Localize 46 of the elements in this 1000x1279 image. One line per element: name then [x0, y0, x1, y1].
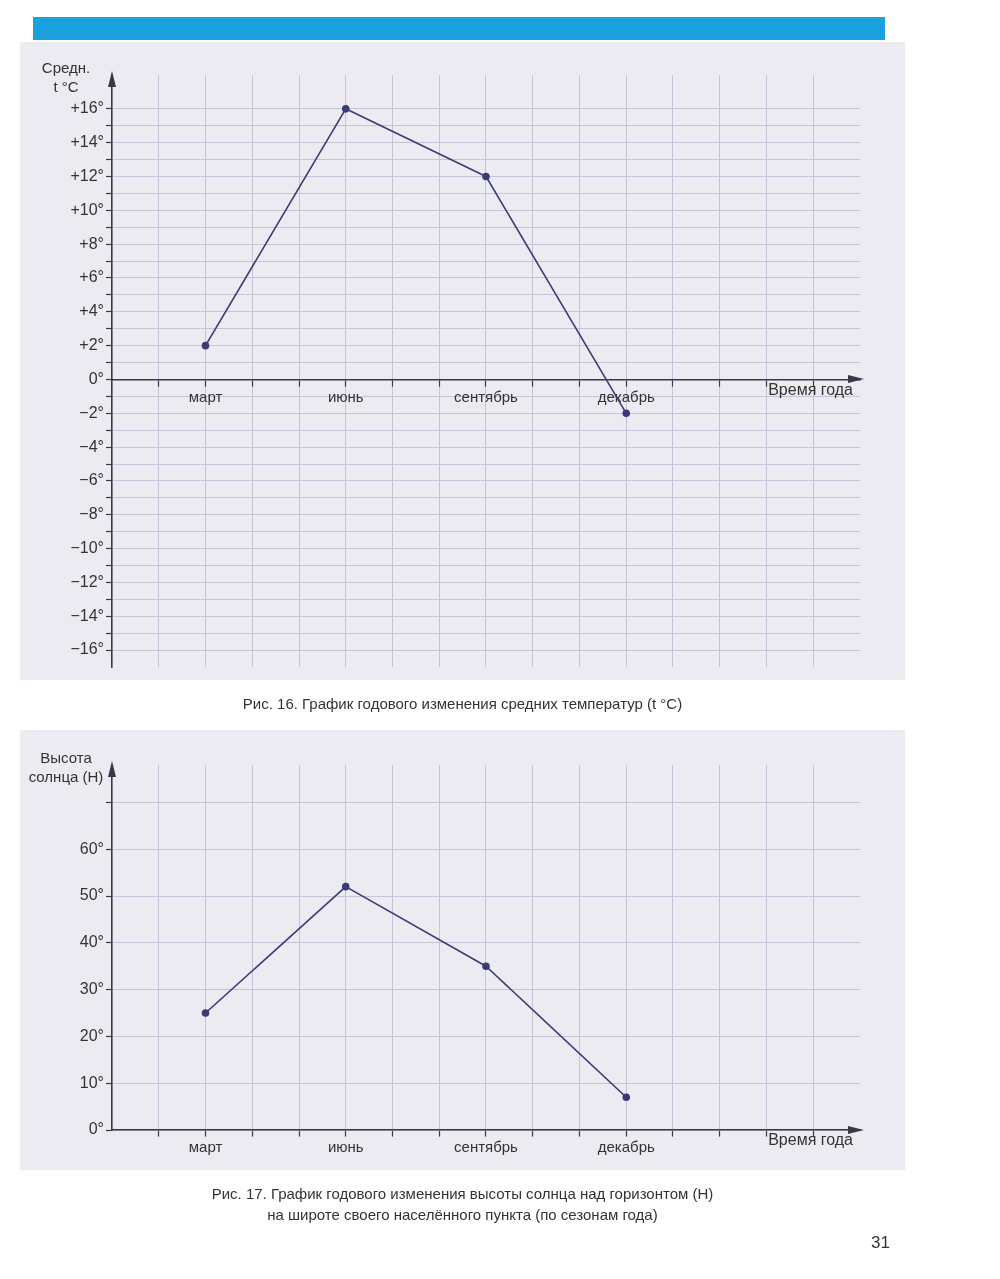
y-tick-label: 40°	[79, 933, 104, 951]
point	[341, 105, 350, 113]
y-tick-label: 60°	[79, 839, 104, 857]
y-tick-label: −4°	[79, 437, 104, 455]
x-axis-title: Время года	[768, 380, 854, 398]
point	[482, 172, 490, 181]
y-tick-label: 0°	[88, 1120, 104, 1138]
point	[622, 1093, 631, 1102]
y-tick-label: +16°	[70, 99, 104, 117]
x-tick-label: июнь	[327, 1138, 364, 1156]
y-tick-label: 20°	[79, 1026, 104, 1044]
y-tick-label: 50°	[79, 886, 104, 904]
point	[622, 409, 631, 418]
y-tick-label: −10°	[70, 539, 104, 557]
x-tick-label: декабрь	[597, 1138, 655, 1156]
y-tick-label: +2°	[79, 336, 104, 354]
point	[201, 341, 210, 350]
text: Рис. 16. График годового изменения средних температур (t °C)	[241, 694, 684, 714]
y-axis-title: Средн. t °C	[41, 59, 91, 96]
y-tick-label: −6°	[79, 471, 104, 489]
point	[201, 1009, 210, 1017]
x-tick-label: июнь	[327, 387, 364, 405]
x-axis-title: Время года	[768, 1131, 854, 1149]
y-tick-label: −14°	[70, 606, 104, 624]
y-tick-label: +10°	[70, 200, 104, 218]
text: 31	[870, 1233, 891, 1253]
y-tick-label: −16°	[70, 640, 104, 658]
point	[341, 882, 350, 891]
y-tick-label: −12°	[70, 572, 104, 590]
y-tick-label: +4°	[79, 302, 104, 320]
y-tick-label: 10°	[79, 1073, 104, 1091]
y-tick-label: +6°	[79, 268, 104, 286]
y-tick-label: −2°	[79, 403, 104, 421]
y-tick-label: −8°	[79, 505, 104, 523]
x-tick-label: сентябрь	[454, 387, 519, 405]
y-tick-label: +14°	[70, 133, 104, 151]
y-tick-label: 30°	[79, 980, 104, 998]
text: Рис. 17. График годового изменения высоты солнца над горизонтом (H) на широте своего населённого пункта (по сезонам года)	[210, 1184, 715, 1225]
point	[482, 962, 490, 971]
x-tick-label: март	[188, 1138, 223, 1156]
y-tick-label: +12°	[70, 166, 104, 184]
y-tick-label: +8°	[79, 234, 104, 252]
x-tick-label: сентябрь	[454, 1138, 519, 1156]
y-tick-label: 0°	[88, 369, 104, 387]
x-tick-label: март	[188, 387, 223, 405]
y-axis-title: Высота солнца (H)	[28, 749, 104, 786]
